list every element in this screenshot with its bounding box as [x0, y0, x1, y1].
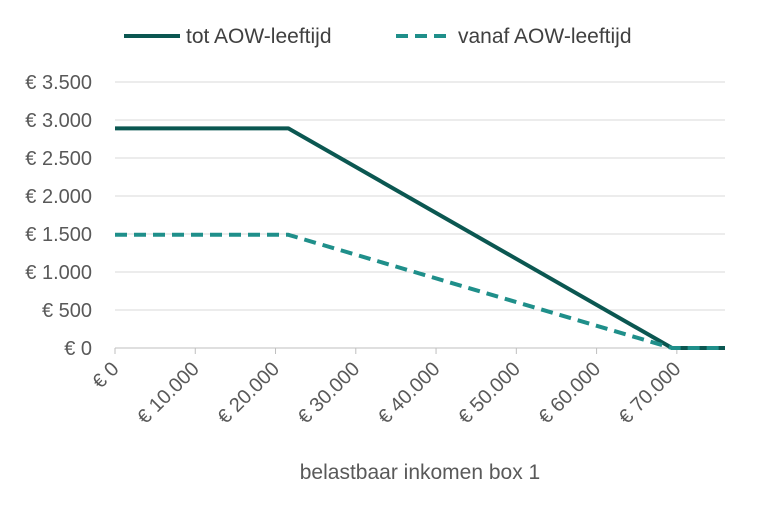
y-tick-label: € 1.500: [25, 224, 92, 246]
x-tick-label: € 0: [88, 358, 123, 393]
x-tick-label: € 40.000: [374, 358, 445, 429]
series-line-vanaf-aow: [115, 232, 725, 350]
gridlines: [115, 81, 725, 311]
series-line-tot-aow: [115, 126, 725, 350]
x-axis-title: belastbaar inkomen box 1: [300, 461, 541, 484]
x-tick-label: € 10.000: [133, 358, 204, 429]
x-axis: € 0 € 10.000 € 20.000 € 30.000 € 40.000 € 50.…: [88, 347, 725, 429]
legend-label-tot-aow: tot AOW-leeftijd: [186, 25, 332, 48]
y-tick-label: € 500: [42, 300, 92, 322]
legend-label-vanaf-aow: vanaf AOW-leeftijd: [458, 25, 632, 48]
x-tick-label: € 70.000: [615, 358, 686, 429]
y-tick-label: € 3.500: [25, 72, 92, 94]
x-tick-label: € 50.000: [454, 358, 525, 429]
x-tick-label: € 20.000: [213, 358, 284, 429]
y-tick-label: € 1.000: [25, 262, 92, 284]
y-axis-ticks: € 0 € 500 € 1.000 € 1.500 € 2.000 € 2.500 € 3.…: [25, 72, 92, 360]
series-lines: [115, 126, 725, 350]
y-tick-label: € 2.500: [25, 148, 92, 170]
legend: tot AOW-leeftijd vanaf AOW-leeftijd: [124, 25, 632, 48]
y-tick-label: € 2.000: [25, 186, 92, 208]
y-tick-label: € 3.000: [25, 110, 92, 132]
x-tick-label: € 30.000: [294, 358, 365, 429]
x-tick-label: € 60.000: [535, 358, 606, 429]
y-tick-label: € 0: [64, 338, 92, 360]
